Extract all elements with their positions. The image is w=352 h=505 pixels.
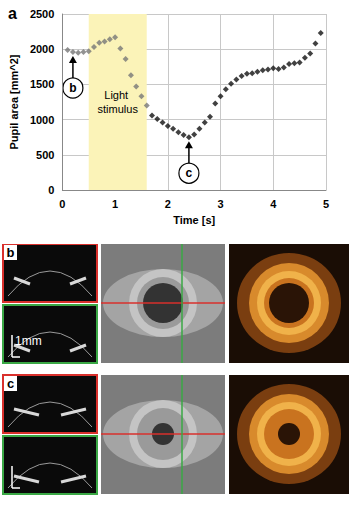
svg-text:Pupil area [mm^2]: Pupil area [mm^2]: [8, 54, 20, 149]
svg-text:1000: 1000: [30, 114, 54, 126]
svg-text:2500: 2500: [30, 8, 54, 20]
svg-text:1: 1: [112, 198, 118, 210]
svg-text:1500: 1500: [30, 78, 54, 90]
svg-text:stimulus: stimulus: [98, 103, 139, 115]
svg-text:4: 4: [270, 198, 277, 210]
svg-text:Time [s]: Time [s]: [173, 214, 215, 226]
svg-text:b: b: [69, 81, 76, 95]
svg-text:1mm: 1mm: [15, 334, 42, 348]
svg-text:2000: 2000: [30, 43, 54, 55]
svg-text:c: c: [186, 166, 193, 180]
svg-text:2: 2: [165, 198, 171, 210]
svg-text:a: a: [8, 5, 17, 22]
svg-text:b: b: [7, 245, 15, 260]
svg-text:3: 3: [217, 198, 223, 210]
svg-text:5: 5: [323, 198, 329, 210]
svg-text:500: 500: [36, 149, 54, 161]
svg-text:c: c: [7, 376, 14, 391]
svg-text:0: 0: [48, 184, 54, 196]
svg-text:Light: Light: [104, 89, 131, 101]
svg-text:0: 0: [59, 198, 65, 210]
